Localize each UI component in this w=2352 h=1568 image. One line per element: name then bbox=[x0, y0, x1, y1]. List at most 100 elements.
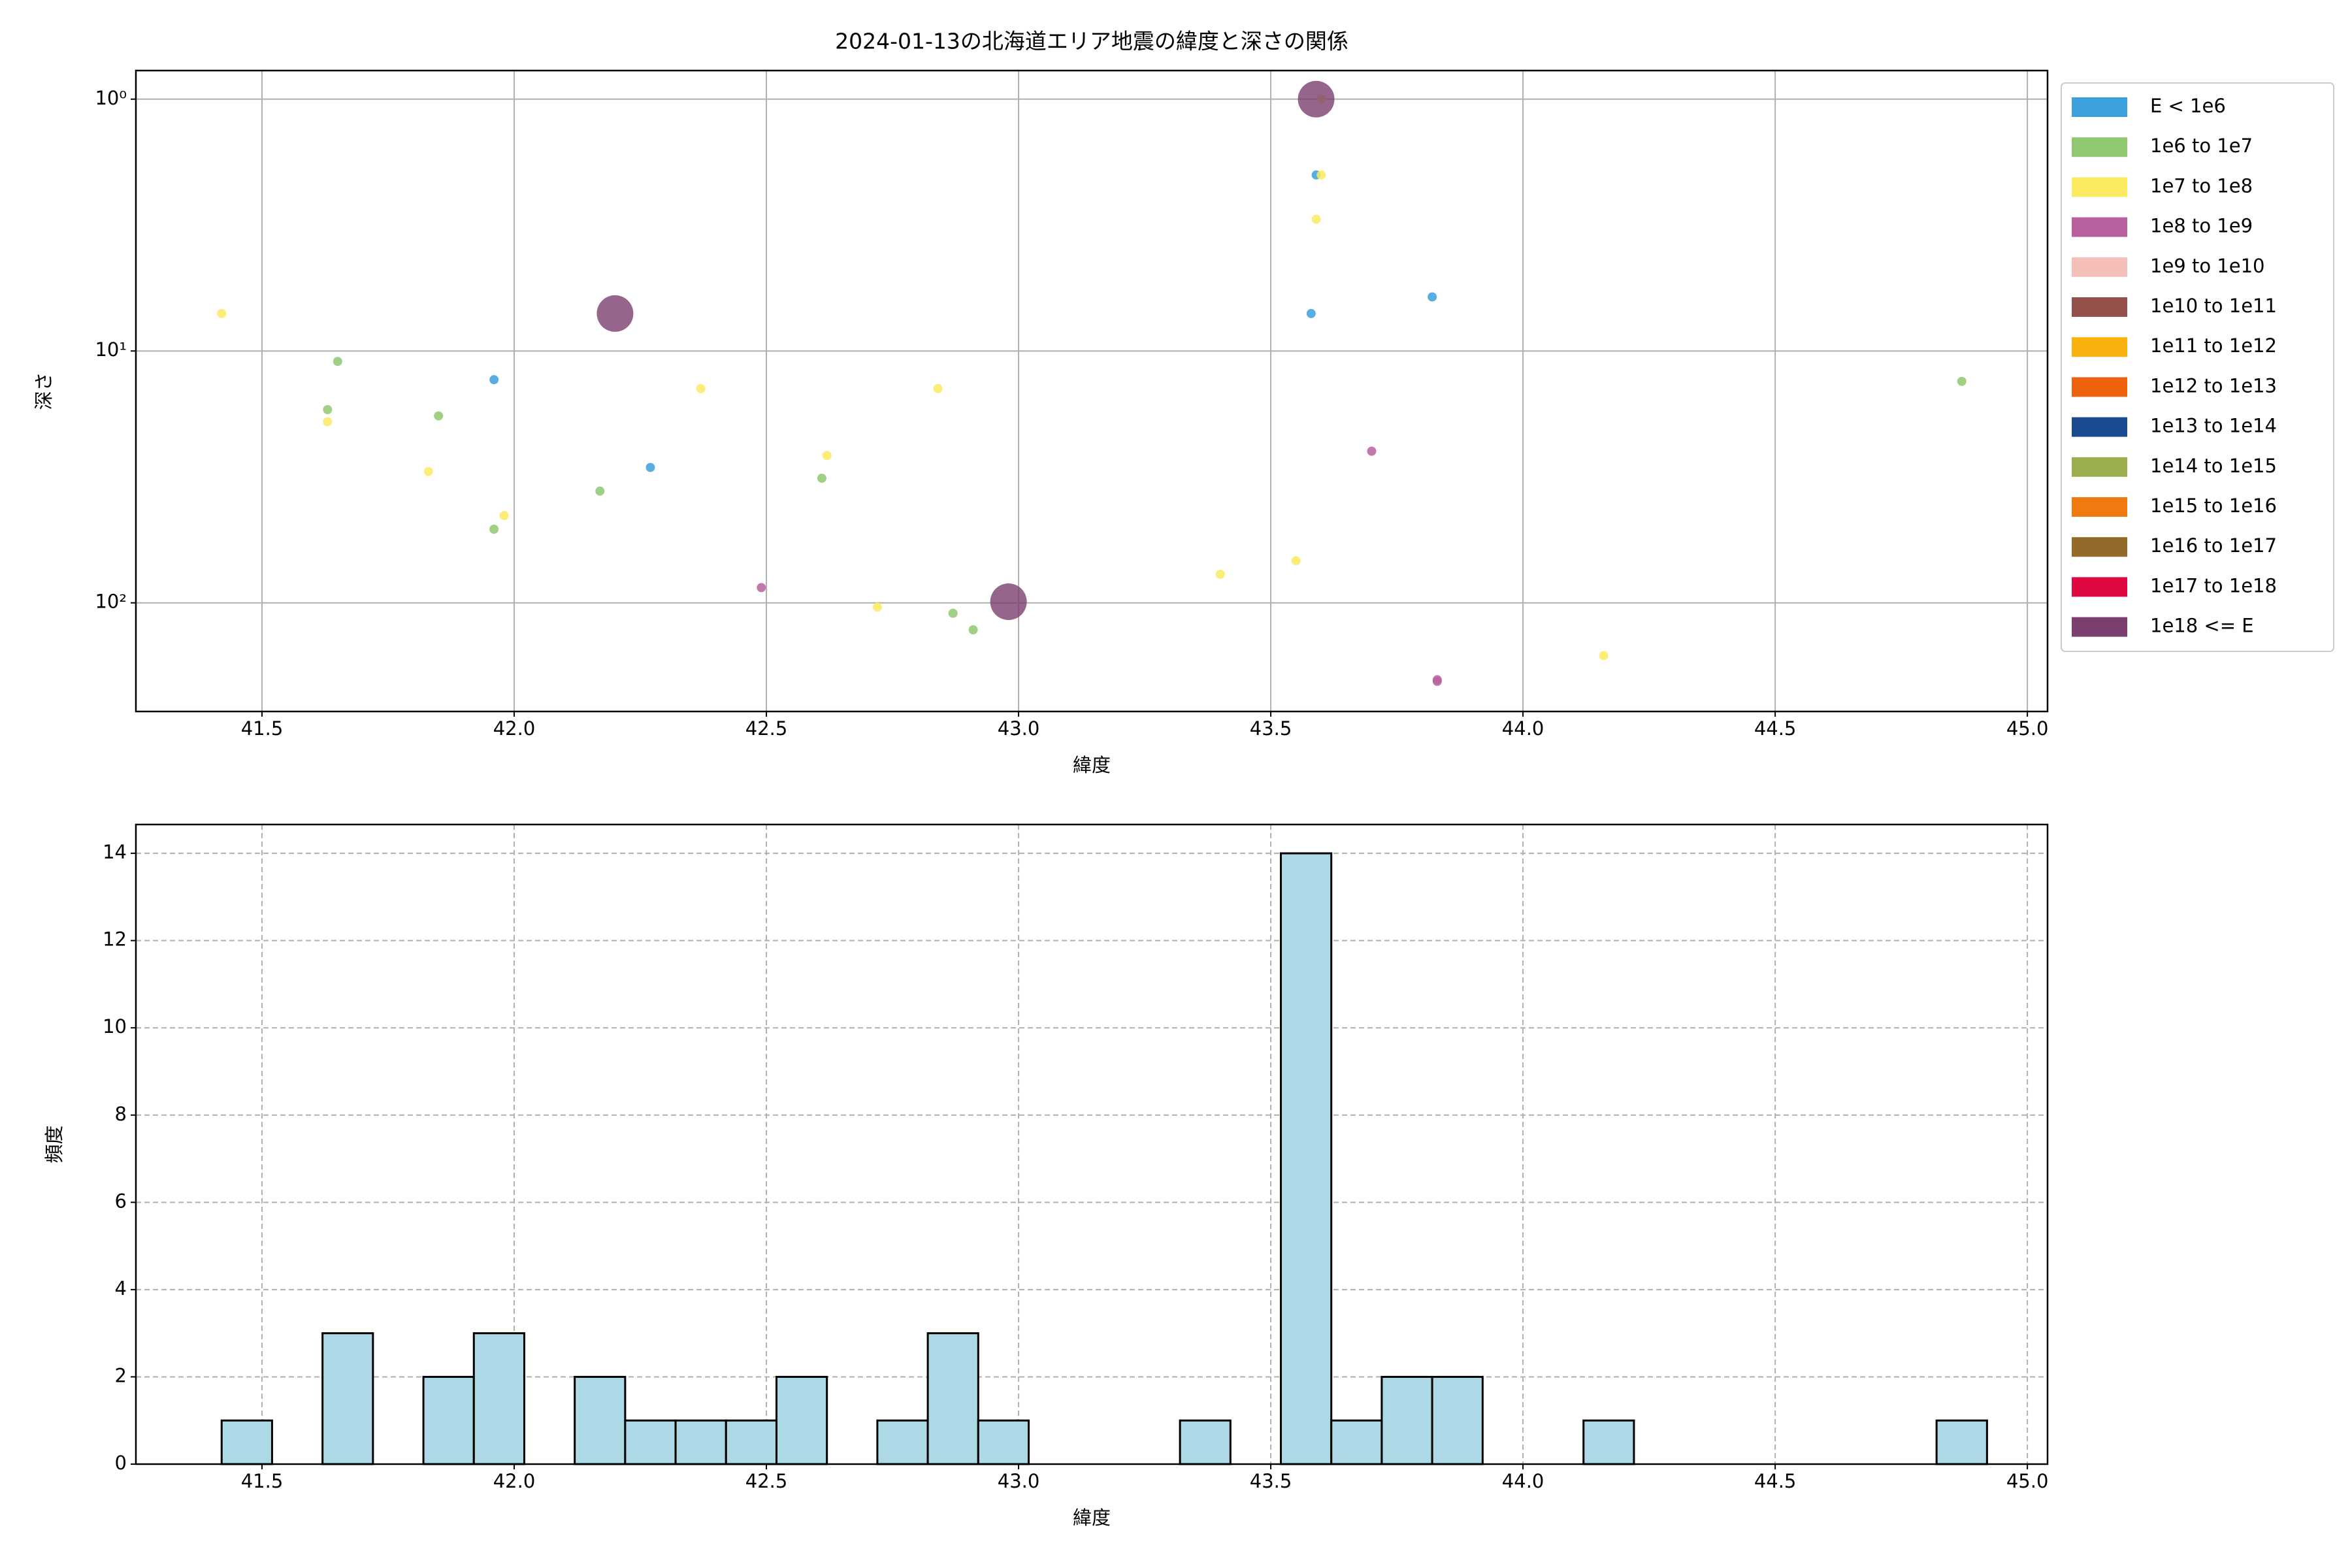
legend-box bbox=[2061, 82, 2334, 652]
y-tick-label: 14 bbox=[103, 841, 127, 863]
x-tick-label: 44.5 bbox=[1754, 717, 1797, 740]
scatter-point bbox=[1316, 170, 1326, 180]
plot-frame bbox=[135, 823, 2049, 1465]
x-tick-label: 43.0 bbox=[998, 1470, 1040, 1492]
histogram-bar bbox=[321, 1332, 374, 1465]
legend-swatch bbox=[2072, 537, 2127, 557]
histogram-bar bbox=[1582, 1419, 1635, 1465]
x-tick-label: 44.5 bbox=[1754, 1470, 1797, 1492]
scatter-point bbox=[968, 625, 978, 635]
x-tick-label: 44.0 bbox=[1502, 717, 1544, 740]
scatter-point bbox=[948, 608, 958, 618]
histogram-bar bbox=[1935, 1419, 1988, 1465]
legend-label: 1e11 to 1e12 bbox=[2150, 335, 2277, 357]
scatter-point bbox=[489, 524, 499, 534]
scatter-point bbox=[1428, 292, 1437, 302]
histogram-bar bbox=[977, 1419, 1030, 1465]
histogram-bar bbox=[1431, 1375, 1484, 1465]
legend-label: 1e12 to 1e13 bbox=[2150, 374, 2277, 397]
legend-label: E < 1e6 bbox=[2150, 95, 2226, 117]
scatter-point bbox=[1298, 80, 1335, 118]
x-tick-label: 43.0 bbox=[998, 717, 1040, 740]
scatter-point bbox=[499, 511, 509, 521]
scatter-point bbox=[333, 357, 342, 367]
y-tick-label: 2 bbox=[115, 1364, 127, 1386]
scatter-point bbox=[990, 583, 1027, 621]
legend-swatch bbox=[2072, 417, 2127, 437]
y-tick-label: 0 bbox=[115, 1452, 127, 1474]
scatter-point bbox=[1215, 569, 1225, 579]
x-tick-label: 41.5 bbox=[241, 717, 284, 740]
scatter-point bbox=[645, 463, 655, 472]
x-axis-label: 緯度 bbox=[1073, 1507, 1111, 1529]
scatter-point bbox=[1957, 376, 1967, 386]
histogram-bar bbox=[1330, 1419, 1383, 1465]
x-tick-label: 42.0 bbox=[493, 717, 536, 740]
legend-label: 1e14 to 1e15 bbox=[2150, 455, 2277, 477]
y-tick-label: 10 bbox=[103, 1015, 127, 1037]
scatter-point bbox=[1599, 651, 1609, 661]
x-tick-label: 45.0 bbox=[2006, 1470, 2049, 1492]
scatter-point bbox=[217, 308, 227, 318]
y-tick-label: 10¹ bbox=[95, 338, 127, 361]
scatter-point bbox=[817, 473, 826, 483]
legend-label: 1e8 to 1e9 bbox=[2150, 215, 2253, 237]
x-tick-label: 42.5 bbox=[745, 1470, 788, 1492]
x-tick-label: 42.5 bbox=[745, 717, 788, 740]
x-tick-label: 41.5 bbox=[241, 1470, 284, 1492]
scatter-point bbox=[1367, 446, 1377, 456]
legend-swatch bbox=[2072, 457, 2127, 477]
y-tick-label: 10² bbox=[95, 591, 127, 613]
histogram-bar bbox=[220, 1419, 273, 1465]
scatter-point bbox=[1311, 214, 1321, 224]
histogram-bar bbox=[472, 1332, 525, 1465]
legend-swatch bbox=[2072, 177, 2127, 197]
scatter-point bbox=[323, 405, 333, 415]
x-tick-label: 44.0 bbox=[1502, 1470, 1544, 1492]
x-tick-label: 43.5 bbox=[1250, 717, 1292, 740]
scatter-point bbox=[933, 384, 943, 393]
y-tick-label: 12 bbox=[103, 928, 127, 951]
scatter-point bbox=[1291, 556, 1301, 566]
legend-swatch bbox=[2072, 337, 2127, 357]
legend-swatch bbox=[2072, 217, 2127, 237]
plot-frame bbox=[135, 69, 2049, 713]
legend-label: 1e17 to 1e18 bbox=[2150, 574, 2277, 596]
y-axis-label: 頻度 bbox=[43, 1125, 65, 1163]
scatter-point bbox=[596, 295, 634, 332]
legend-swatch bbox=[2072, 617, 2127, 637]
y-tick-label: 8 bbox=[115, 1103, 127, 1125]
legend-label: 1e9 to 1e10 bbox=[2150, 255, 2265, 277]
histogram-bar bbox=[624, 1419, 677, 1465]
legend-label: 1e15 to 1e16 bbox=[2150, 495, 2277, 517]
legend-label: 1e6 to 1e7 bbox=[2150, 135, 2253, 157]
legend-label: 1e16 to 1e17 bbox=[2150, 534, 2277, 557]
scatter-point bbox=[822, 451, 832, 461]
scatter-point bbox=[323, 417, 333, 427]
histogram-bar bbox=[1179, 1419, 1232, 1465]
histogram-bar bbox=[725, 1419, 777, 1465]
x-tick-label: 42.0 bbox=[493, 1470, 536, 1492]
scatter-point bbox=[423, 466, 433, 476]
legend-swatch bbox=[2072, 297, 2127, 317]
y-axis-label: 深さ bbox=[33, 372, 55, 410]
scatter-point bbox=[595, 486, 605, 496]
legend-label: 1e18 <= E bbox=[2150, 615, 2254, 637]
legend-swatch bbox=[2072, 497, 2127, 517]
scatter-point bbox=[1306, 308, 1316, 318]
histogram-bar bbox=[926, 1332, 979, 1465]
y-tick-label: 4 bbox=[115, 1277, 127, 1299]
histogram-bar bbox=[1380, 1375, 1433, 1465]
x-tick-label: 43.5 bbox=[1250, 1470, 1292, 1492]
x-tick-label: 45.0 bbox=[2006, 717, 2049, 740]
scatter-point bbox=[489, 375, 499, 385]
scatter-point bbox=[1432, 676, 1442, 686]
scatter-point bbox=[757, 583, 766, 593]
histogram-bar bbox=[876, 1419, 929, 1465]
y-tick-label: 10⁰ bbox=[95, 87, 127, 109]
x-axis-label: 緯度 bbox=[1073, 754, 1111, 776]
legend: E < 1e6 1e6 to 1e7 1e7 to 1e8 1e8 to 1e9 1e9… bbox=[2061, 82, 2334, 652]
y-tick-label: 6 bbox=[115, 1190, 127, 1212]
scatter-point bbox=[872, 602, 882, 612]
